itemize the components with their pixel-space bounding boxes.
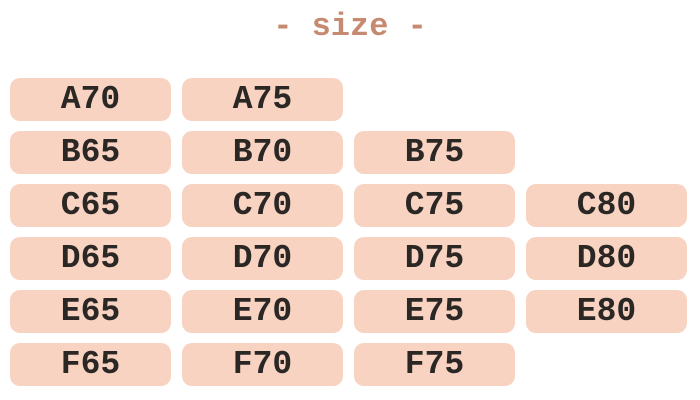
size-row: F65 F70 F75 [10,343,687,386]
size-row: A70 A75 [10,78,687,121]
size-button-e80[interactable]: E80 [526,290,687,333]
size-row: E65 E70 E75 E80 [10,290,687,333]
size-button-b65[interactable]: B65 [10,131,171,174]
size-button-f65[interactable]: F65 [10,343,171,386]
size-button-f75[interactable]: F75 [354,343,515,386]
size-button-d65[interactable]: D65 [10,237,171,280]
size-button-c70[interactable]: C70 [182,184,343,227]
size-row: C65 C70 C75 C80 [10,184,687,227]
size-button-c75[interactable]: C75 [354,184,515,227]
size-button-e65[interactable]: E65 [10,290,171,333]
size-button-e70[interactable]: E70 [182,290,343,333]
size-button-c80[interactable]: C80 [526,184,687,227]
size-button-d80[interactable]: D80 [526,237,687,280]
size-button-d70[interactable]: D70 [182,237,343,280]
size-row: D65 D70 D75 D80 [10,237,687,280]
size-section-title: - size - [273,8,427,45]
size-button-b70[interactable]: B70 [182,131,343,174]
size-button-a70[interactable]: A70 [10,78,171,121]
size-button-f70[interactable]: F70 [182,343,343,386]
size-button-e75[interactable]: E75 [354,290,515,333]
size-button-d75[interactable]: D75 [354,237,515,280]
size-grid: A70 A75 B65 B70 B75 C65 C70 C75 C80 D65 D70 D75 D80 E… [10,78,687,386]
size-button-b75[interactable]: B75 [354,131,515,174]
size-button-a75[interactable]: A75 [182,78,343,121]
size-row: B65 B70 B75 [10,131,687,174]
size-button-c65[interactable]: C65 [10,184,171,227]
